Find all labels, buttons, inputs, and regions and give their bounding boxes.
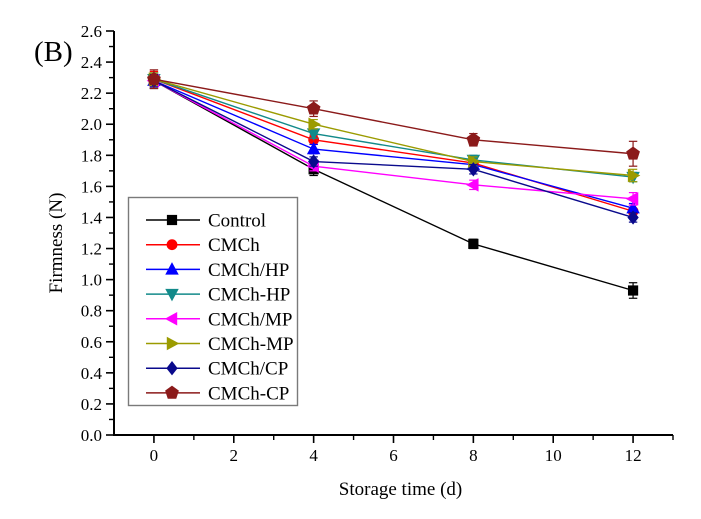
series-cmch (148, 70, 639, 219)
x-tick-label: 2 (230, 446, 239, 465)
series-cmch-hp (147, 73, 640, 214)
data-point-marker-pentagon (466, 132, 481, 146)
legend-label: Control (208, 211, 266, 232)
data-point-marker-triangle-up (165, 262, 179, 275)
data-point-marker-triangle-left (164, 312, 178, 326)
data-point-marker-triangle-left (625, 192, 639, 206)
y-tick-label: 0.0 (81, 426, 102, 445)
data-point-marker-triangle-right (308, 117, 321, 131)
data-point-marker-diamond (627, 210, 639, 225)
data-point-marker-square (627, 285, 639, 296)
legend-label: CMCh/MP (208, 309, 292, 330)
x-tick-label: 4 (309, 446, 318, 465)
series-line (153, 78, 634, 212)
panel-label: (B) (34, 36, 73, 68)
y-axis-title: Firmness (N) (46, 193, 67, 294)
y-tick-label: 0.8 (81, 302, 102, 321)
x-tick-label: 0 (150, 446, 159, 465)
data-point-marker-triangle-up (306, 141, 321, 155)
data-point-marker-triangle-right (627, 168, 641, 183)
series-line (153, 78, 634, 177)
legend-label: CMCh/HP (208, 260, 289, 281)
y-tick-label: 1.8 (81, 146, 102, 165)
data-point-marker-triangle-down (165, 288, 179, 302)
series-line (153, 78, 634, 178)
data-point-marker-triangle-right (166, 336, 180, 351)
data-point-marker-pentagon (147, 71, 161, 86)
y-tick-label: 1.2 (81, 240, 102, 259)
x-tick-label: 12 (625, 446, 642, 465)
y-tick-label: 1.6 (81, 177, 102, 196)
x-tick-label: 6 (389, 446, 398, 465)
data-point-marker-pentagon (165, 385, 179, 399)
data-point-marker-circle (166, 239, 178, 251)
series-cmch-cp (147, 69, 640, 167)
data-point-marker-square (468, 238, 479, 249)
series-line (153, 80, 634, 200)
y-tick-label: 0.2 (81, 395, 102, 414)
y-tick-label: 2.2 (81, 84, 102, 103)
x-tick-label: 10 (545, 446, 562, 465)
data-point-marker-diamond (467, 162, 479, 177)
legend-label: CMCh-HP (208, 285, 290, 306)
data-point-marker-pentagon (306, 101, 321, 115)
data-point-marker-pentagon (626, 146, 640, 160)
y-tick-label: 2.6 (81, 22, 102, 41)
y-tick-label: 1.4 (81, 208, 103, 227)
y-tick-label: 0.6 (81, 333, 102, 352)
y-tick-label: 1.0 (81, 271, 102, 290)
legend-label: CMCh (208, 235, 260, 256)
data-point-marker-diamond (308, 154, 320, 169)
x-axis-title: Storage time (d) (339, 479, 462, 500)
data-point-marker-diamond (166, 360, 178, 376)
legend: Control CMCh CMCh/HP CMCh-HP CMCh/MP CMCh-MP C… (127, 196, 299, 407)
series-line (153, 80, 634, 209)
legend-label: CMCh-CP (208, 383, 289, 404)
data-point-marker-triangle-left (466, 178, 479, 192)
y-tick-label: 2.0 (81, 115, 102, 134)
series-line (153, 80, 634, 292)
legend-label: CMCh-MP (208, 334, 294, 355)
x-tick-label: 8 (469, 446, 478, 465)
legend-label: CMCh/CP (208, 359, 288, 380)
series-cmch-mp (146, 73, 639, 206)
data-point-marker-square (166, 214, 178, 226)
y-tick-label: 2.4 (81, 53, 103, 72)
legend-box (127, 196, 299, 407)
series-line (153, 78, 634, 155)
series-cmch-hp (147, 72, 640, 185)
series-line (153, 80, 634, 219)
y-tick-label: 0.4 (81, 364, 103, 383)
